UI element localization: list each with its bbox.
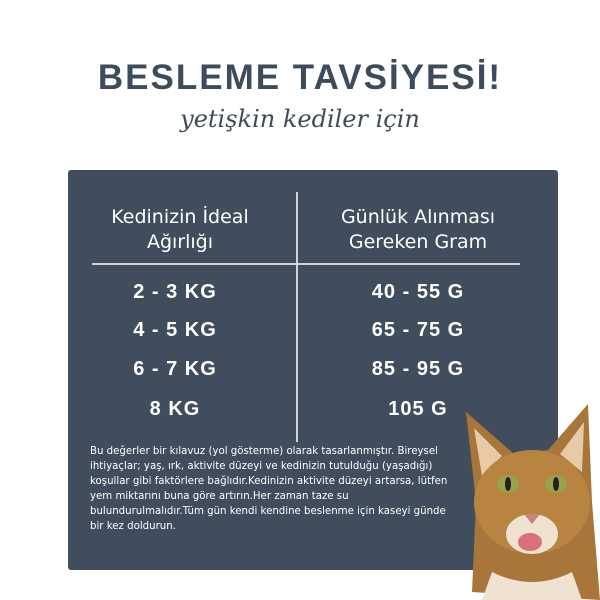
column-header-weight: Kedinizin İdeal Ağırlığı	[80, 205, 280, 255]
feeding-note: Bu değerler bir kılavuz (yol gösterme) o…	[90, 446, 448, 532]
page-subtitle: yetişkin kediler için	[180, 105, 420, 133]
cat-image	[466, 404, 600, 600]
column-header-line: Gereken Gram	[348, 231, 488, 253]
weight-cell: 4 - 5 KG	[133, 319, 217, 341]
page-title: BESLEME TAVSİYESİ!	[97, 58, 503, 97]
grams-cell: 85 - 95 G	[371, 358, 465, 380]
weight-cell: 2 - 3 KG	[133, 281, 217, 303]
weight-cell: 8 KG	[149, 398, 201, 420]
column-header-line: Günlük Alınması	[340, 206, 496, 228]
column-header-grams: Günlük Alınması Gereken Gram	[318, 205, 518, 255]
header-divider	[92, 263, 520, 265]
grams-cell: 40 - 55 G	[371, 281, 465, 303]
grams-cell: 105 G	[388, 398, 448, 420]
column-divider	[296, 192, 298, 442]
column-header-line: Kedinizin İdeal	[111, 206, 249, 228]
column-header-line: Ağırlığı	[146, 231, 214, 253]
grams-cell: 65 - 75 G	[371, 319, 465, 341]
weight-cell: 6 - 7 KG	[133, 358, 217, 380]
